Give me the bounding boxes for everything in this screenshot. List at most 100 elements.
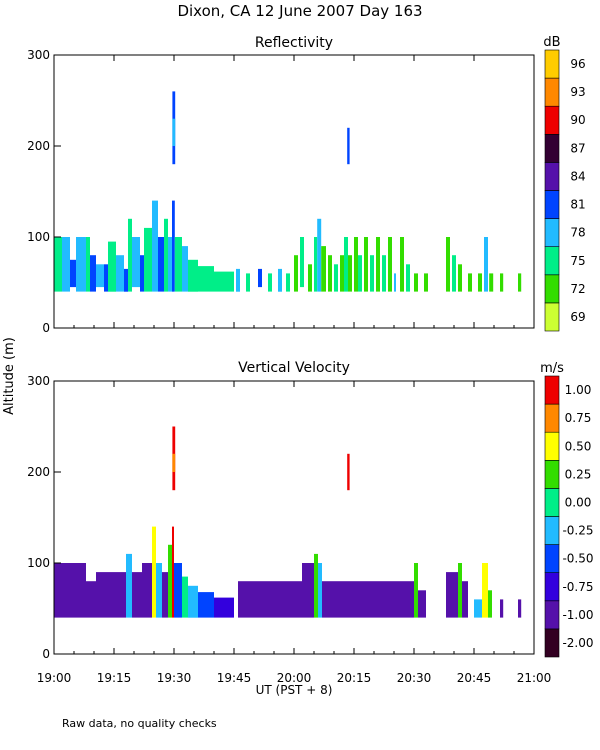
colorbar-swatch [544, 162, 560, 191]
velocity-cell [446, 572, 458, 618]
reflectivity-title: Reflectivity [255, 35, 333, 51]
reflectivity-cell [321, 246, 326, 292]
reflectivity-cell [128, 218, 132, 292]
reflectivity-cells [54, 91, 522, 292]
x-tick-label: 20:30 [397, 671, 432, 685]
colorbar-swatch [544, 105, 560, 135]
reflectivity-cell [348, 255, 352, 292]
figure-title: Dixon, CA 12 June 2007 Day 163 [177, 2, 422, 20]
colorbar-tick-label: -1.00 [562, 608, 593, 622]
velocity-colorbar: -2.00 -1.00 -0.75 -0.50 -0.25 0.00 0.25 0.50 0.7… [544, 375, 594, 658]
reflectivity-cell [376, 237, 380, 292]
reflectivity-cell [90, 255, 96, 292]
velocity-cell [482, 563, 488, 618]
reflectivity-cell [132, 237, 140, 288]
reflectivity-cell [452, 255, 456, 292]
colorbar-tick-label: 90 [570, 113, 585, 127]
y-tick-label: 100 [27, 230, 50, 244]
colorbar-swatch [544, 600, 560, 630]
velocity-cell [318, 563, 322, 618]
colorbar-tick-label: -0.75 [562, 580, 593, 594]
reflectivity-cell [214, 271, 234, 292]
reflectivity-cell [70, 259, 76, 288]
reflectivity-cell [104, 264, 108, 292]
colorbar-swatch [544, 459, 560, 489]
reflectivity-cell [308, 264, 312, 292]
y-tick-label: 200 [27, 465, 50, 479]
colorbar-tick-label: 0.25 [565, 467, 592, 481]
reflectivity-cell [358, 255, 362, 292]
colorbar-swatch [544, 302, 560, 332]
colorbar-tick-label: -2.00 [562, 636, 593, 650]
reflectivity-cell [158, 237, 164, 292]
velocity-cell [462, 581, 468, 618]
colorbar-tick-label: 0.50 [565, 439, 592, 453]
colorbar-swatch [544, 218, 560, 248]
reflectivity-panel: Reflectivity 0 100 200 300 dB 69 72 75 78 81 84 8… [27, 35, 586, 335]
velocity-cell [214, 597, 234, 618]
reflectivity-cell [172, 200, 175, 292]
reflectivity-cell [198, 266, 214, 292]
reflectivity-cell [370, 255, 374, 292]
reflectivity-cell [478, 273, 482, 292]
velocity-cell [302, 563, 314, 618]
colorbar-swatch [544, 246, 560, 276]
y-tick-label: 0 [42, 647, 50, 661]
x-tick-label: 19:00 [37, 671, 72, 685]
colorbar-swatch [544, 190, 560, 219]
velocity-cell [518, 599, 522, 618]
reflectivity-cell [458, 264, 462, 292]
footnote: Raw data, no quality checks [62, 717, 217, 730]
y-tick-label: 100 [27, 556, 50, 570]
reflectivity-cell [354, 237, 358, 292]
reflectivity-cell [394, 273, 396, 292]
reflectivity-cell [317, 218, 322, 292]
x-tick-label: 19:15 [97, 671, 132, 685]
colorbar-tick-label: 1.00 [565, 383, 592, 397]
reflectivity-axes: 0 100 200 300 [27, 48, 535, 335]
colorbar-tick-label: 81 [570, 198, 585, 212]
velocity-panel: Vertical Velocity 19:00 19:15 19:30 19:45 20… [27, 360, 593, 685]
reflectivity-cell [388, 237, 392, 292]
colorbar-tick-label: -0.50 [562, 552, 593, 566]
colorbar-tick-label: 87 [570, 141, 585, 155]
reflectivity-cell [86, 237, 90, 292]
reflectivity-cell [489, 273, 494, 292]
colorbar-tick-label: -0.25 [562, 524, 593, 538]
reflectivity-cell [484, 237, 488, 292]
x-tick-label: 20:15 [337, 671, 372, 685]
y-tick-label: 200 [27, 139, 50, 153]
colorbar-tick-label: 93 [570, 85, 585, 99]
velocity-cell [54, 563, 86, 618]
colorbar-tick-label: 0.00 [565, 495, 592, 509]
y-tick-label: 300 [27, 374, 50, 388]
colorbar-swatch [544, 77, 560, 107]
reflectivity-cell [62, 237, 70, 292]
reflectivity-cell [400, 237, 404, 292]
velocity-cell [418, 590, 426, 618]
reflectivity-cell [76, 237, 86, 292]
velocity-cell [162, 572, 168, 618]
colorbar-swatch [544, 134, 560, 163]
reflectivity-cell [344, 237, 348, 292]
reflectivity-cell [382, 255, 386, 292]
reflectivity-cell [172, 118, 176, 146]
reflectivity-cell [236, 268, 240, 292]
reflectivity-cell [334, 264, 338, 292]
reflectivity-cell [258, 268, 262, 288]
reflectivity-cell [424, 273, 428, 292]
velocity-cell [414, 563, 418, 618]
reflectivity-colorbar-label: dB [543, 35, 560, 50]
reflectivity-cell [54, 237, 62, 292]
velocity-cell [142, 563, 152, 618]
velocity-cell [86, 581, 96, 618]
reflectivity-cell [124, 268, 128, 292]
colorbar-swatch [544, 572, 560, 602]
velocity-cell [96, 572, 126, 618]
reflectivity-cell [144, 227, 152, 292]
velocity-cell [182, 576, 188, 618]
reflectivity-cell [300, 237, 304, 288]
reflectivity-cell [164, 218, 168, 292]
x-tick-label: 21:00 [517, 671, 552, 685]
